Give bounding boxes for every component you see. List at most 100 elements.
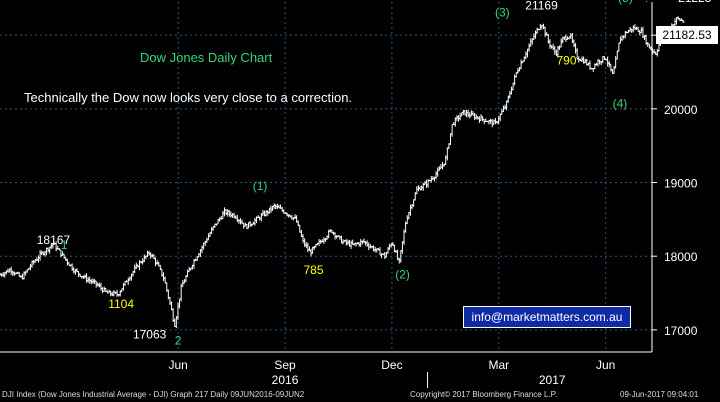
x-tick-label: Jun (168, 358, 187, 372)
ohlc-bar (614, 56, 618, 69)
ohlc-bar (109, 290, 113, 297)
ohlc-bar (388, 243, 392, 251)
ohlc-bar (219, 215, 223, 221)
ohlc-bar (41, 251, 45, 256)
ohlc-bar (641, 26, 645, 39)
ohlc-bar (458, 112, 462, 121)
ohlc-bar (115, 289, 119, 297)
ohlc-bar (465, 109, 469, 118)
ohlc-bar (327, 229, 331, 239)
ohlc-bar (24, 270, 28, 276)
annotation-label: (1) (253, 179, 268, 193)
ohlc-bar (652, 49, 656, 54)
ohlc-bar (97, 282, 101, 288)
ohlc-bar (574, 42, 578, 54)
ohlc-bar (46, 247, 50, 253)
ohlc-bar (174, 316, 178, 328)
ohlc-bar (441, 161, 445, 170)
y-tick-label: 17000 (664, 324, 698, 338)
ohlc-bar (162, 272, 166, 281)
ohlc-bar (344, 239, 348, 246)
ohlc-bar (317, 238, 321, 247)
ohlc-bar (322, 237, 326, 244)
ohlc-bar (400, 241, 404, 254)
y-tick-label: 18000 (664, 250, 698, 264)
ohlc-bar (386, 246, 390, 254)
ohlc-bar (596, 58, 600, 67)
ohlc-bar (657, 42, 661, 52)
ohlc-bar (493, 117, 497, 125)
ohlc-bar (85, 273, 89, 283)
annotation-label: 21225 (678, 0, 712, 5)
ohlc-bar (378, 247, 382, 256)
ohlc-bar (636, 26, 640, 33)
ohlc-bar (112, 290, 116, 297)
footer-bar: DJI Index (Dow Jones Industrial Average … (0, 388, 720, 402)
ohlc-bar (229, 211, 233, 218)
ohlc-bar (227, 210, 231, 217)
ohlc-bar (72, 266, 76, 274)
ohlc-bar (519, 59, 523, 70)
footer-timestamp: 09-Jun-2017 09:04:01 (620, 390, 699, 399)
ohlc-bar (415, 186, 419, 195)
y-tick-label: 19000 (664, 177, 698, 191)
ohlc-bar (466, 109, 470, 118)
ohlc-bar (88, 276, 92, 284)
ohlc-bar (497, 115, 501, 125)
ohlc-bar (173, 318, 177, 327)
ohlc-bar (306, 242, 310, 253)
ohlc-bar (9, 266, 13, 276)
annotation-label: 18167 (37, 233, 71, 247)
ohlc-bar (28, 263, 32, 271)
ohlc-bar (298, 224, 302, 233)
ohlc-bar (102, 286, 106, 293)
ohlc-bar (267, 207, 271, 214)
ohlc-bar (238, 218, 242, 225)
ohlc-bar (617, 42, 621, 52)
annotation-label: (4) (613, 96, 628, 110)
ohlc-bar (364, 241, 368, 246)
ohlc-bar (468, 112, 472, 119)
ohlc-bar (676, 16, 680, 20)
contact-email-link[interactable]: info@marketmatters.com.au (463, 306, 631, 328)
ohlc-bar (293, 214, 297, 220)
ohlc-bar (514, 72, 518, 78)
ohlc-bar (259, 212, 263, 222)
ohlc-bar (524, 51, 528, 60)
ohlc-bar (542, 23, 546, 30)
ohlc-bar (155, 260, 159, 265)
ohlc-bar (99, 282, 103, 291)
ohlc-bar (548, 39, 552, 49)
axes: 2100020000190001800017000JunSepDecMarJun… (0, 2, 698, 388)
ohlc-bar (533, 30, 537, 39)
ohlc-bar (631, 25, 635, 33)
ohlc-bar (171, 308, 175, 322)
ohlc-bar (146, 250, 150, 258)
ohlc-bar (304, 241, 308, 249)
ohlc-bar (362, 238, 366, 244)
ohlc-bar (301, 234, 305, 244)
annotation-label: 785 (304, 263, 324, 277)
annotation-label: (2) (395, 267, 410, 281)
ohlc-bar (168, 296, 172, 306)
ohlc-bar (445, 147, 449, 161)
ohlc-bar (410, 203, 414, 210)
annotation-label: (3) (495, 6, 510, 20)
grid-layer (0, 2, 652, 352)
ohlc-bar (280, 206, 284, 212)
ohlc-bar (535, 27, 539, 35)
ohlc-bar (655, 49, 659, 57)
ohlc-bar (405, 215, 409, 225)
ohlc-bar (501, 105, 505, 113)
ohlc-bar (126, 277, 130, 285)
annotation-label: (5) - ? (618, 0, 650, 5)
ohlc-bar (147, 250, 151, 256)
ohlc-bar (489, 118, 493, 124)
ohlc-bar (170, 301, 174, 311)
annotation-label: 1104 (108, 297, 134, 311)
ohlc-bar (455, 115, 459, 122)
ohlc-bar (65, 258, 69, 266)
annotation-label: 2 (175, 334, 182, 348)
ohlc-bar (612, 65, 616, 74)
